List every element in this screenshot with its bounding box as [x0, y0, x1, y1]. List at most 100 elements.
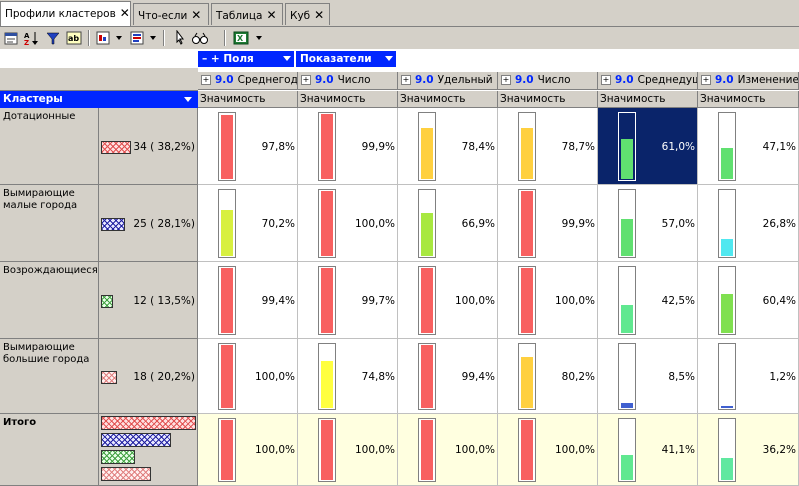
clusters-header[interactable]: Кластеры [0, 91, 198, 108]
significance-cell[interactable]: 100,0% [298, 185, 398, 262]
expand-icon[interactable]: + [601, 75, 611, 85]
significance-bar [718, 189, 736, 258]
significance-cell[interactable]: 36,2% [698, 414, 799, 486]
significance-value: 78,4% [461, 141, 495, 153]
col-per-capita-header[interactable]: +9.0 Среднедуш [598, 72, 698, 90]
expand-icon[interactable]: + [401, 75, 411, 85]
significance-cell[interactable]: 100,0% [498, 414, 598, 486]
significance-fill [621, 139, 633, 179]
significance-fill [321, 420, 333, 480]
svg-text:Z: Z [24, 39, 29, 46]
row-label[interactable]: Вымирающие большие города [0, 339, 99, 414]
significance-value: 8,5% [668, 371, 695, 383]
significance-fill [221, 210, 233, 256]
excel-icon[interactable]: X [232, 29, 250, 47]
tab-what-if[interactable]: Что-если ✕ [133, 3, 209, 25]
ab-icon[interactable]: ab [65, 29, 83, 47]
fields-label: – + Поля [202, 53, 254, 65]
col-share-header[interactable]: +9.0 Удельный [398, 72, 498, 90]
significance-cell[interactable]: 61,0% [598, 108, 698, 185]
col-number-header[interactable]: +9.0 Число [298, 72, 398, 90]
significance-cell[interactable]: 1,2% [698, 339, 799, 414]
significance-fill [621, 219, 633, 256]
row-label[interactable]: Итого [0, 414, 99, 486]
tab-label: Таблица [216, 10, 263, 22]
significance-bar [618, 189, 636, 258]
significance-value: 78,7% [561, 141, 595, 153]
significance-cell[interactable]: 100,0% [498, 262, 598, 339]
significance-cell[interactable]: 99,4% [198, 262, 298, 339]
tab-cube[interactable]: Куб ✕ [285, 3, 330, 25]
pointer-icon[interactable] [170, 29, 188, 47]
significance-bar [418, 266, 436, 335]
dropdown-icon[interactable] [254, 29, 264, 47]
close-icon[interactable]: ✕ [191, 8, 202, 22]
significance-cell[interactable]: 97,8% [198, 108, 298, 185]
significance-cell[interactable]: 60,4% [698, 262, 799, 339]
column-number: 9.0 [615, 74, 634, 86]
significance-cell[interactable]: 57,0% [598, 185, 698, 262]
chart-icon[interactable] [94, 29, 112, 47]
significance-cell[interactable]: 74,8% [298, 339, 398, 414]
significance-cell[interactable]: 99,7% [298, 262, 398, 339]
significance-cell[interactable]: 100,0% [398, 414, 498, 486]
significance-fill [521, 357, 533, 408]
significance-value: 100,0% [554, 444, 595, 456]
dropdown-icon[interactable] [114, 29, 124, 47]
significance-cell[interactable]: 41,1% [598, 414, 698, 486]
significance-cell[interactable]: 78,4% [398, 108, 498, 185]
fields-button[interactable]: – + Поля [198, 51, 294, 67]
close-icon[interactable]: ✕ [119, 6, 130, 20]
indicators-button[interactable]: Показатели [296, 51, 396, 67]
significance-bar [418, 112, 436, 181]
tab-cluster-profiles[interactable]: Профили кластеров ✕ [0, 1, 131, 26]
expand-icon[interactable]: + [301, 75, 311, 85]
significance-fill [721, 458, 733, 480]
significance-cell[interactable]: 66,9% [398, 185, 498, 262]
significance-cell[interactable]: 99,9% [498, 185, 598, 262]
significance-fill [221, 345, 233, 408]
significance-cell[interactable]: 78,7% [498, 108, 598, 185]
significance-fill [221, 268, 233, 333]
close-icon[interactable]: ✕ [314, 8, 325, 22]
tab-table[interactable]: Таблица ✕ [211, 3, 283, 25]
significance-fill [521, 268, 533, 333]
significance-value: 99,9% [561, 218, 595, 230]
row-label[interactable]: Вымирающие малые города [0, 185, 99, 262]
col-number-2-header[interactable]: +9.0 Число [498, 72, 598, 90]
significance-cell[interactable]: 42,5% [598, 262, 698, 339]
properties-icon[interactable] [2, 29, 20, 47]
significance-cell[interactable]: 80,2% [498, 339, 598, 414]
dropdown-icon[interactable] [148, 29, 158, 47]
significance-cell[interactable]: 100,0% [198, 339, 298, 414]
significance-bar [518, 189, 536, 258]
significance-cell[interactable]: 70,2% [198, 185, 298, 262]
significance-cell[interactable]: 26,8% [698, 185, 799, 262]
col-avg-annual-header[interactable]: +9.0 Среднегод [198, 72, 298, 90]
close-icon[interactable]: ✕ [266, 8, 277, 22]
cluster-swatch [101, 416, 196, 430]
significance-cell[interactable]: 8,5% [598, 339, 698, 414]
cluster-swatch [101, 450, 135, 464]
expand-icon[interactable]: + [201, 75, 211, 85]
chevron-down-icon [385, 56, 393, 61]
significance-cell[interactable]: 47,1% [698, 108, 799, 185]
significance-fill [421, 420, 433, 480]
significance-fill [221, 420, 233, 480]
col-change-header[interactable]: +9.0 Изменение [698, 72, 799, 90]
row-label[interactable]: Дотационные [0, 108, 99, 185]
significance-fill [421, 213, 433, 256]
filter-icon[interactable] [44, 29, 62, 47]
significance-cell[interactable]: 99,9% [298, 108, 398, 185]
significance-cell[interactable]: 100,0% [298, 414, 398, 486]
significance-cell[interactable]: 99,4% [398, 339, 498, 414]
expand-icon[interactable]: + [501, 75, 511, 85]
significance-fill [421, 268, 433, 333]
row-label[interactable]: Возрождающиеся [0, 262, 99, 339]
expand-icon[interactable]: + [701, 75, 711, 85]
binoculars-icon[interactable] [190, 29, 210, 47]
significance-cell[interactable]: 100,0% [398, 262, 498, 339]
significance-cell[interactable]: 100,0% [198, 414, 298, 486]
columns-icon[interactable] [128, 29, 146, 47]
